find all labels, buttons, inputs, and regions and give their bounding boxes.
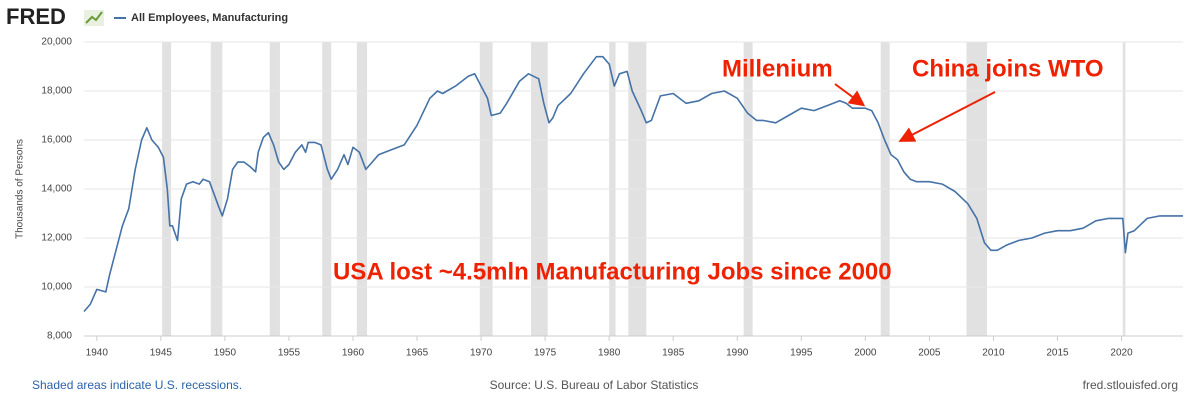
series-line bbox=[83, 55, 1183, 313]
footer-source: Source: U.S. Bureau of Labor Statistics bbox=[490, 378, 699, 392]
x-tick-label: 1990 bbox=[726, 348, 749, 359]
annotation: Millenium bbox=[722, 55, 833, 82]
footer-note: Shaded areas indicate U.S. recessions. bbox=[32, 378, 242, 392]
x-tick-label: 1960 bbox=[342, 348, 365, 359]
x-tick-label: 1985 bbox=[662, 348, 685, 359]
grid: 8,000 10,000 12,000 14,000 16,000 18,000 20,00… bbox=[41, 37, 1183, 359]
y-tick-label: 14,000 bbox=[41, 184, 72, 195]
x-tick-label: 1970 bbox=[470, 348, 493, 359]
x-tick-label: 1945 bbox=[150, 348, 173, 359]
y-tick-label: 12,000 bbox=[41, 233, 72, 244]
x-tick-label: 1980 bbox=[598, 348, 621, 359]
arrow bbox=[898, 91, 996, 142]
x-tick-label: 1940 bbox=[86, 348, 109, 359]
arrow bbox=[834, 83, 866, 107]
y-tick-label: 18,000 bbox=[41, 86, 72, 97]
x-tick-label: 1955 bbox=[278, 348, 301, 359]
logo: FRED bbox=[6, 4, 66, 29]
y-tick-label: 8,000 bbox=[47, 331, 72, 342]
plot bbox=[83, 55, 1183, 313]
legend-label: All Employees, Manufacturing bbox=[131, 12, 288, 24]
annotation: China joins WTO bbox=[912, 55, 1104, 82]
y-tick-label: 20,000 bbox=[41, 37, 72, 48]
y-tick-label: 16,000 bbox=[41, 135, 72, 146]
x-tick-label: 2000 bbox=[854, 348, 877, 359]
annotation: USA lost ~4.5mln Manufacturing Jobs sinc… bbox=[333, 258, 892, 285]
x-tick-label: 2020 bbox=[1110, 348, 1133, 359]
footer-url: fred.stlouisfed.org bbox=[1083, 378, 1178, 392]
x-tick-label: 1975 bbox=[534, 348, 557, 359]
x-tick-label: 1950 bbox=[214, 348, 237, 359]
x-tick-label: 2010 bbox=[982, 348, 1005, 359]
y-tick-label: 10,000 bbox=[41, 282, 72, 293]
x-tick-label: 1995 bbox=[790, 348, 813, 359]
x-tick-label: 2015 bbox=[1046, 348, 1069, 359]
x-tick-label: 1965 bbox=[406, 348, 429, 359]
y-axis-label: Thousands of Persons bbox=[15, 139, 26, 239]
x-tick-label: 2005 bbox=[918, 348, 941, 359]
logo-icon-line bbox=[85, 11, 103, 24]
